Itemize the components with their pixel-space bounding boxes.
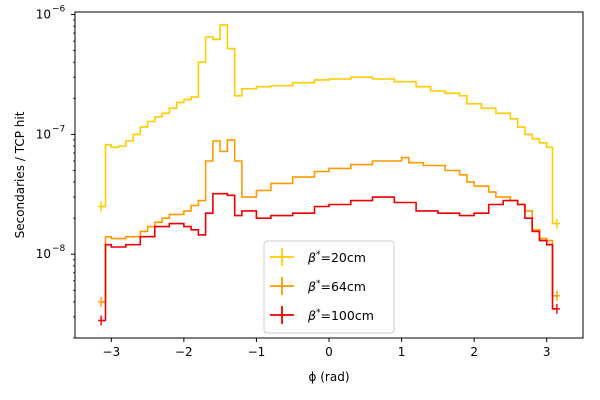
legend-label-base: β	[307, 250, 316, 265]
y-axis-label: Secondaries / TCP hit	[13, 111, 27, 238]
legend-label-sup: *	[316, 250, 321, 260]
series-layer	[98, 24, 560, 326]
y-tick-label: 10	[36, 247, 51, 261]
x-tick-label: 3	[543, 345, 551, 359]
x-tick-label: 2	[470, 345, 478, 359]
legend-label-0: β*=20cm	[307, 250, 366, 265]
legend-box	[263, 240, 395, 334]
series-line-2	[101, 192, 557, 322]
x-tick-label: 0	[325, 345, 333, 359]
y-tick-exponent: −8	[52, 244, 66, 254]
legend-label-base: β	[307, 279, 316, 294]
series-line-1	[101, 139, 557, 303]
x-tick-label: 1	[398, 345, 406, 359]
legend-label-rest: =100cm	[320, 308, 373, 323]
axis-layer: −3 −2 −1 0 1 2 310−810−710−6	[36, 5, 551, 359]
legend-label-rest: =64cm	[320, 279, 365, 294]
series-line-0	[101, 24, 557, 225]
legend-label-base: β	[307, 308, 316, 323]
x-axis-label: ϕ (rad)	[309, 370, 350, 384]
y-tick-label: 10	[36, 8, 51, 22]
y-tick-exponent: −7	[52, 124, 65, 134]
legend-label-rest: =20cm	[320, 250, 365, 265]
legend-label-1: β*=64cm	[307, 279, 366, 294]
y-tick-label: 10	[36, 127, 51, 141]
y-tick-exponent: −6	[52, 5, 66, 15]
legend-label-sup: *	[316, 308, 321, 318]
x-tick-label: −3	[102, 345, 120, 359]
x-tick-label: −1	[248, 345, 266, 359]
legend-label-sup: *	[316, 279, 321, 289]
x-tick-label: −2	[175, 345, 193, 359]
legend-label-2: β*=100cm	[307, 308, 374, 323]
